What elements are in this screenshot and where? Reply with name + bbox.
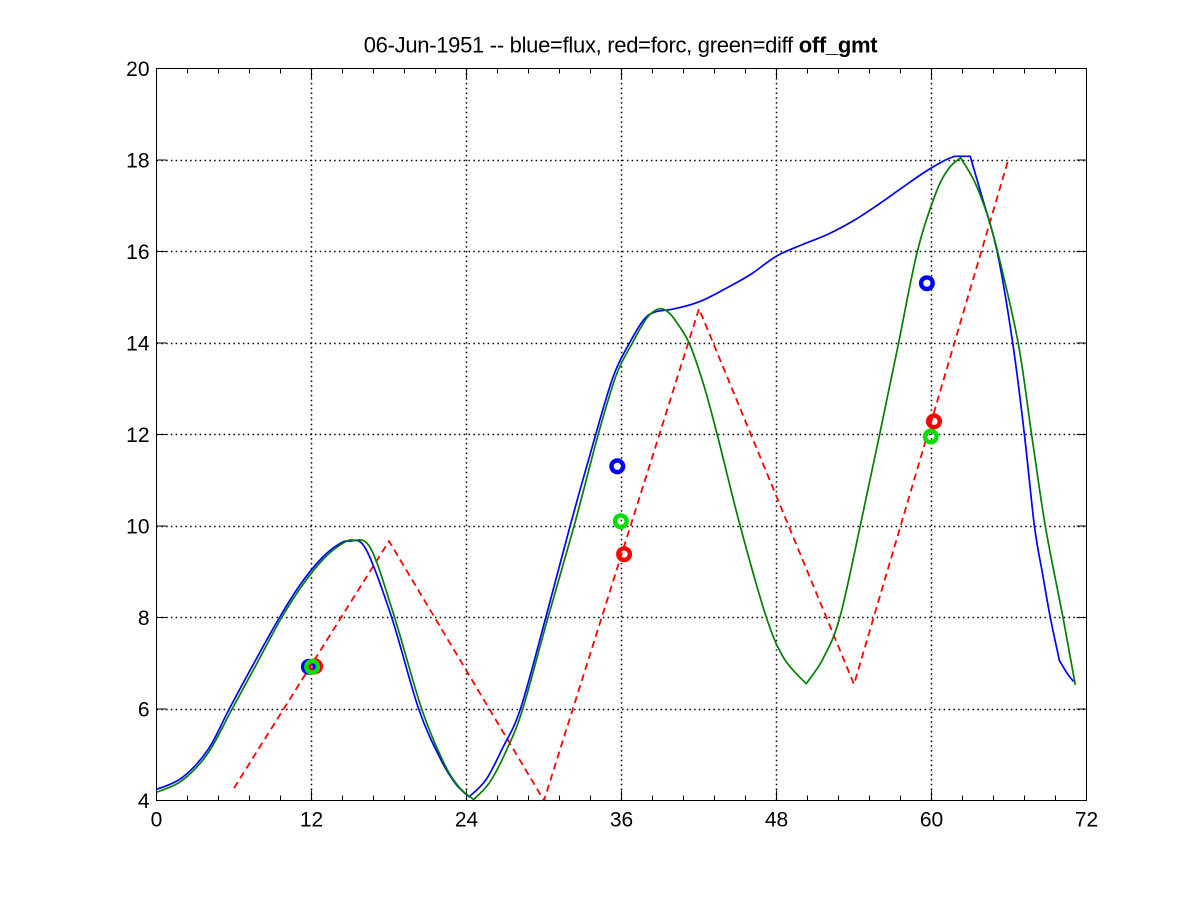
svg-text:14: 14 — [126, 333, 150, 356]
svg-text:4: 4 — [138, 790, 150, 813]
svg-text:48: 48 — [765, 809, 788, 832]
svg-text:72: 72 — [1075, 809, 1098, 832]
svg-text:06-Jun-1951 -- blue=flux, red=: 06-Jun-1951 -- blue=flux, red=forc, gree… — [364, 33, 878, 58]
svg-text:36: 36 — [610, 809, 633, 832]
svg-text:16: 16 — [126, 241, 149, 264]
svg-text:20: 20 — [126, 58, 149, 81]
svg-text:10: 10 — [126, 516, 149, 539]
svg-text:12: 12 — [300, 809, 323, 832]
svg-text:6: 6 — [138, 699, 150, 722]
svg-text:8: 8 — [138, 607, 150, 630]
svg-text:0: 0 — [151, 809, 163, 832]
svg-text:24: 24 — [455, 809, 479, 832]
svg-text:12: 12 — [126, 424, 149, 447]
svg-text:60: 60 — [920, 809, 943, 832]
svg-text:18: 18 — [126, 150, 149, 173]
